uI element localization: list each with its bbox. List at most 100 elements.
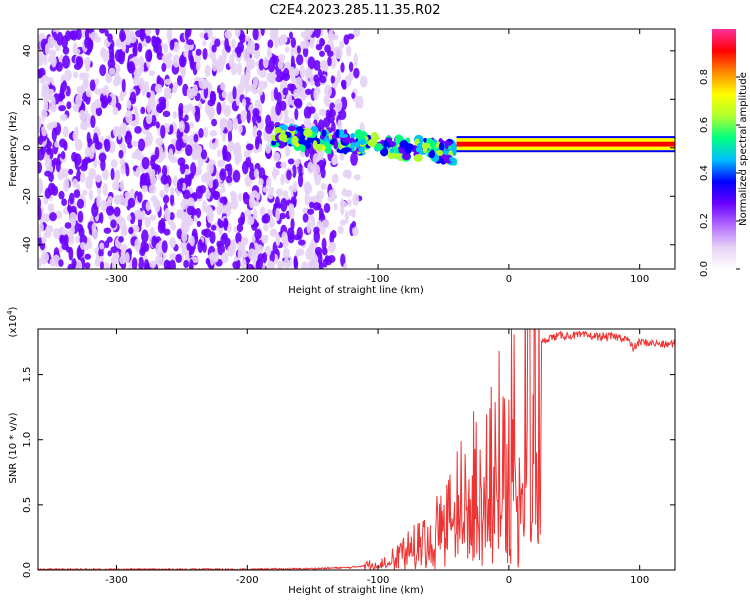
heatmap-blob	[68, 247, 74, 261]
heatmap-blob	[280, 130, 286, 135]
heatmap-blob	[250, 190, 259, 198]
heatmap-blob	[124, 251, 130, 264]
heatmap-blob	[370, 131, 379, 141]
heatmap-blob	[160, 124, 166, 139]
heatmap-blob	[343, 147, 352, 153]
heatmap-blob	[321, 237, 327, 251]
bottom-x-tick-label: -100	[367, 575, 390, 586]
heatmap-blob	[113, 206, 121, 217]
heatmap-blob	[318, 262, 324, 269]
heatmap-blob	[126, 99, 132, 110]
heatmap-blob	[38, 222, 44, 233]
heatmap-blob	[120, 247, 126, 259]
heatmap-blob	[247, 39, 256, 53]
heatmap-blob	[46, 146, 52, 156]
heatmap-blob	[399, 140, 409, 149]
heatmap-blob	[102, 86, 107, 96]
heatmap-blob	[169, 124, 174, 135]
heatmap-blob	[110, 167, 115, 181]
heatmap-blob	[232, 169, 241, 183]
heatmap-blob	[240, 109, 247, 123]
heatmap-blob	[262, 252, 268, 264]
heatmap-blob	[271, 54, 277, 65]
heatmap-blob	[134, 126, 142, 134]
heatmap-blob	[278, 133, 288, 141]
heatmap-blob	[321, 219, 330, 229]
heatmap-blob	[163, 182, 170, 194]
heatmap-blob	[54, 141, 59, 148]
heatmap-blob	[296, 54, 304, 66]
heatmap-blob	[49, 49, 57, 57]
heatmap-blob	[143, 259, 150, 269]
heatmap-blob	[302, 46, 309, 58]
bottom-y-tick-label: 0.5	[22, 497, 33, 513]
heatmap-blob	[229, 190, 236, 198]
carrier-core	[456, 141, 675, 147]
heatmap-blob	[48, 172, 54, 183]
heatmap-blob	[161, 62, 167, 72]
heatmap-blob	[73, 153, 82, 166]
heatmap-blob	[332, 154, 339, 165]
heatmap-blob	[337, 225, 344, 234]
heatmap-blob	[127, 197, 136, 208]
heatmap-blob	[323, 202, 331, 214]
heatmap-blob	[315, 44, 323, 51]
heatmap-blob	[169, 237, 176, 249]
heatmap-blob	[63, 178, 70, 193]
heatmap-blob	[58, 259, 64, 267]
heatmap-blob	[186, 205, 195, 216]
heatmap-blob	[429, 149, 435, 159]
heatmap-blob	[327, 33, 336, 41]
heatmap-blob	[211, 118, 218, 127]
heatmap-blob	[53, 227, 61, 239]
heatmap-blob	[144, 29, 151, 35]
heatmap-blob	[304, 67, 312, 79]
heatmap-blob	[94, 174, 102, 183]
heatmap-blob	[99, 29, 106, 34]
heatmap-blob	[330, 229, 337, 239]
heatmap-blob	[265, 143, 272, 154]
heatmap-blob	[204, 64, 211, 77]
top-x-axis-label: Height of straight line (km)	[288, 285, 424, 296]
heatmap-blob	[227, 144, 234, 153]
heatmap-blob	[104, 29, 109, 37]
heatmap-blob	[253, 48, 261, 60]
heatmap-blob	[301, 261, 308, 269]
heatmap-blob	[275, 233, 281, 247]
heatmap-blob	[351, 92, 356, 99]
heatmap-blob	[207, 209, 213, 224]
heatmap-blob	[207, 99, 215, 107]
heatmap-blob	[96, 194, 102, 209]
heatmap-blob	[46, 77, 51, 86]
heatmap-blob	[246, 263, 254, 269]
heatmap-blob	[245, 67, 251, 81]
heatmap-blob	[352, 225, 359, 237]
bottom-x-tick-label: -300	[105, 575, 128, 586]
heatmap-blob	[328, 189, 334, 198]
heatmap-blob	[132, 44, 137, 56]
heatmap-blob	[385, 137, 393, 143]
heatmap-blob	[161, 54, 167, 64]
heatmap-blob	[120, 32, 127, 42]
heatmap-blob	[58, 190, 65, 200]
heatmap-blob	[182, 189, 191, 200]
heatmap-blob	[357, 95, 364, 109]
heatmap-blob	[211, 44, 217, 53]
heatmap-blob	[294, 108, 299, 121]
colorbar: 0.0 0.2 0.4 0.6 0.8 Normalized spectral ampl…	[699, 29, 749, 277]
heatmap-blob	[93, 99, 102, 109]
heatmap-blob	[244, 209, 252, 218]
heatmap-blob	[183, 259, 190, 269]
heatmap-blob	[236, 223, 244, 233]
heatmap-blob	[322, 117, 331, 128]
heatmap-blob	[38, 68, 43, 79]
heatmap-blob	[258, 178, 264, 186]
heatmap-blob	[262, 186, 269, 193]
heatmap-blob	[104, 261, 110, 269]
heatmap-blob	[169, 193, 175, 206]
colorbar-tick-label: 0.2	[699, 213, 710, 229]
heatmap-blob	[190, 162, 197, 177]
heatmap-blob	[276, 91, 282, 106]
heatmap-blob	[164, 207, 171, 221]
